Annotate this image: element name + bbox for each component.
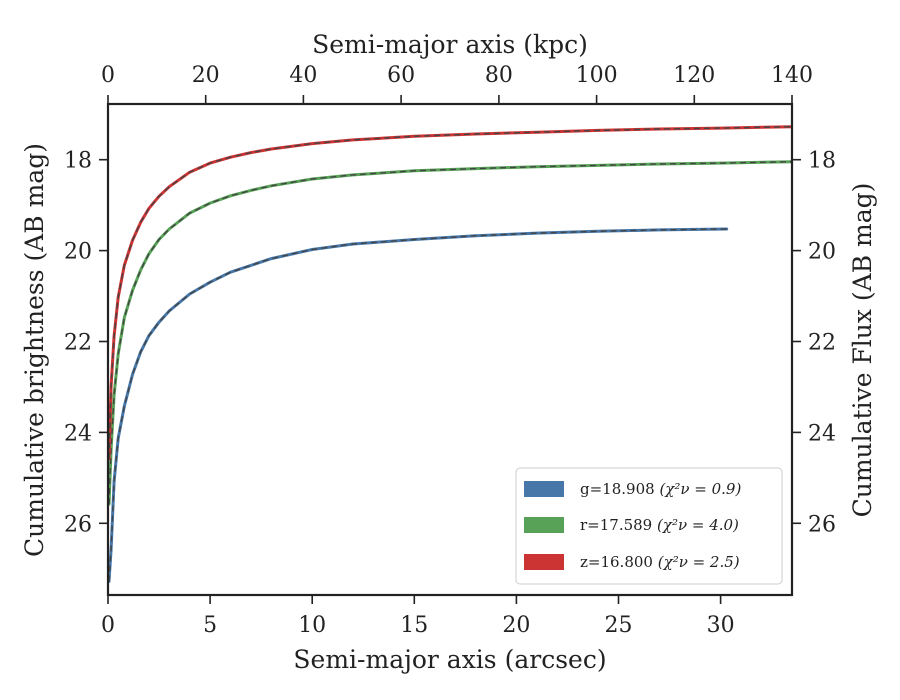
x-tick-label: 5 xyxy=(203,613,217,638)
x2-axis-title: Semi-major axis (kpc) xyxy=(312,30,588,59)
legend-swatch xyxy=(524,554,564,570)
series-line-2 xyxy=(108,125,792,461)
legend-item-g: g=18.908 (χ²ν = 0.9) xyxy=(524,480,741,498)
series-line-1 xyxy=(108,160,792,506)
y-tick: 24 24 xyxy=(64,421,836,446)
x-axis-ticks-top: 0 20 40 60 80 100 120 140 xyxy=(101,63,813,104)
y-tick-label-right: 24 xyxy=(808,421,836,446)
y-tick-label-left: 22 xyxy=(64,331,92,356)
series-layer xyxy=(108,125,792,583)
x-tick: 20 xyxy=(502,595,530,638)
x-tick-label: 15 xyxy=(400,613,428,638)
x-axis-title: Semi-major axis (arcsec) xyxy=(293,645,606,674)
legend-swatch xyxy=(524,481,564,497)
x2-tick: 40 xyxy=(289,63,317,104)
x-tick-label: 0 xyxy=(101,613,115,638)
x-tick-label: 20 xyxy=(502,613,530,638)
x-tick: 10 xyxy=(298,595,326,638)
x2-tick-label: 140 xyxy=(771,63,813,88)
x-tick-label: 10 xyxy=(298,613,326,638)
x2-tick: 80 xyxy=(485,63,513,104)
y-tick-label-right: 22 xyxy=(808,331,836,356)
x2-tick: 100 xyxy=(576,63,618,104)
legend-name: r=17.589 xyxy=(580,516,652,534)
y-tick-label-right: 26 xyxy=(808,512,836,537)
x2-tick-label: 120 xyxy=(673,63,715,88)
y-tick-label-left: 18 xyxy=(64,149,92,174)
x-tick: 30 xyxy=(707,595,735,638)
y-axis-ticks: 18 18 20 20 22 22 24 24 26 26 xyxy=(64,149,836,538)
y-tick-label-left: 20 xyxy=(64,240,92,265)
x2-tick: 0 xyxy=(101,63,115,104)
plot-frame xyxy=(106,102,794,597)
y-tick: 18 18 xyxy=(64,149,836,174)
legend-name: z=16.800 xyxy=(580,553,653,571)
x2-tick-label: 60 xyxy=(387,63,415,88)
x-tick: 25 xyxy=(605,595,633,638)
y-tick-label-right: 20 xyxy=(808,240,836,265)
legend-chi2: (χ²ν = 4.0) xyxy=(657,516,739,534)
x2-tick-label: 100 xyxy=(576,63,618,88)
series-model-line-0 xyxy=(108,228,727,582)
y-tick: 20 20 xyxy=(64,240,836,265)
y-tick: 26 26 xyxy=(64,512,836,537)
legend-label: r=17.589 (χ²ν = 4.0) xyxy=(580,516,739,534)
x2-tick-label: 80 xyxy=(485,63,513,88)
x-tick: 15 xyxy=(400,595,428,638)
x-tick: 0 xyxy=(101,595,115,638)
legend-item-z: z=16.800 (χ²ν = 2.5) xyxy=(524,553,740,571)
y-axis-title: Cumulative brightness (AB mag) xyxy=(20,143,49,557)
legend-frame xyxy=(515,467,783,585)
x-tick-label: 30 xyxy=(707,613,735,638)
legend-label: g=18.908 (χ²ν = 0.9) xyxy=(580,480,741,498)
y-tick-label-right: 18 xyxy=(808,149,836,174)
x2-tick-label: 20 xyxy=(192,63,220,88)
x-tick: 5 xyxy=(203,595,217,638)
legend: g=18.908 (χ²ν = 0.9) r=17.589 (χ²ν = 4.0… xyxy=(515,467,783,585)
x2-tick-label: 0 xyxy=(101,63,115,88)
legend-label: z=16.800 (χ²ν = 2.5) xyxy=(580,553,740,571)
legend-swatch xyxy=(524,517,564,533)
y-tick-label-left: 26 xyxy=(64,512,92,537)
y-tick-label-left: 24 xyxy=(64,421,92,446)
legend-chi2: (χ²ν = 0.9) xyxy=(659,480,741,498)
x-tick-label: 25 xyxy=(605,613,633,638)
x2-tick: 20 xyxy=(192,63,220,104)
series-model-line-1 xyxy=(108,161,792,505)
legend-chi2: (χ²ν = 2.5) xyxy=(658,553,740,571)
legend-item-r: r=17.589 (χ²ν = 4.0) xyxy=(524,516,739,534)
x2-tick-label: 40 xyxy=(289,63,317,88)
x2-tick: 60 xyxy=(387,63,415,104)
x2-tick: 120 xyxy=(673,63,715,104)
legend-name: g=18.908 xyxy=(580,480,655,498)
series-model-line-2 xyxy=(108,126,792,459)
y2-axis-title: Cumulative Flux (AB mag) xyxy=(848,183,877,518)
y-tick: 22 22 xyxy=(64,331,836,356)
x2-tick: 140 xyxy=(771,63,813,104)
x-axis-ticks-bottom: 0 5 10 15 20 25 30 xyxy=(101,595,735,638)
